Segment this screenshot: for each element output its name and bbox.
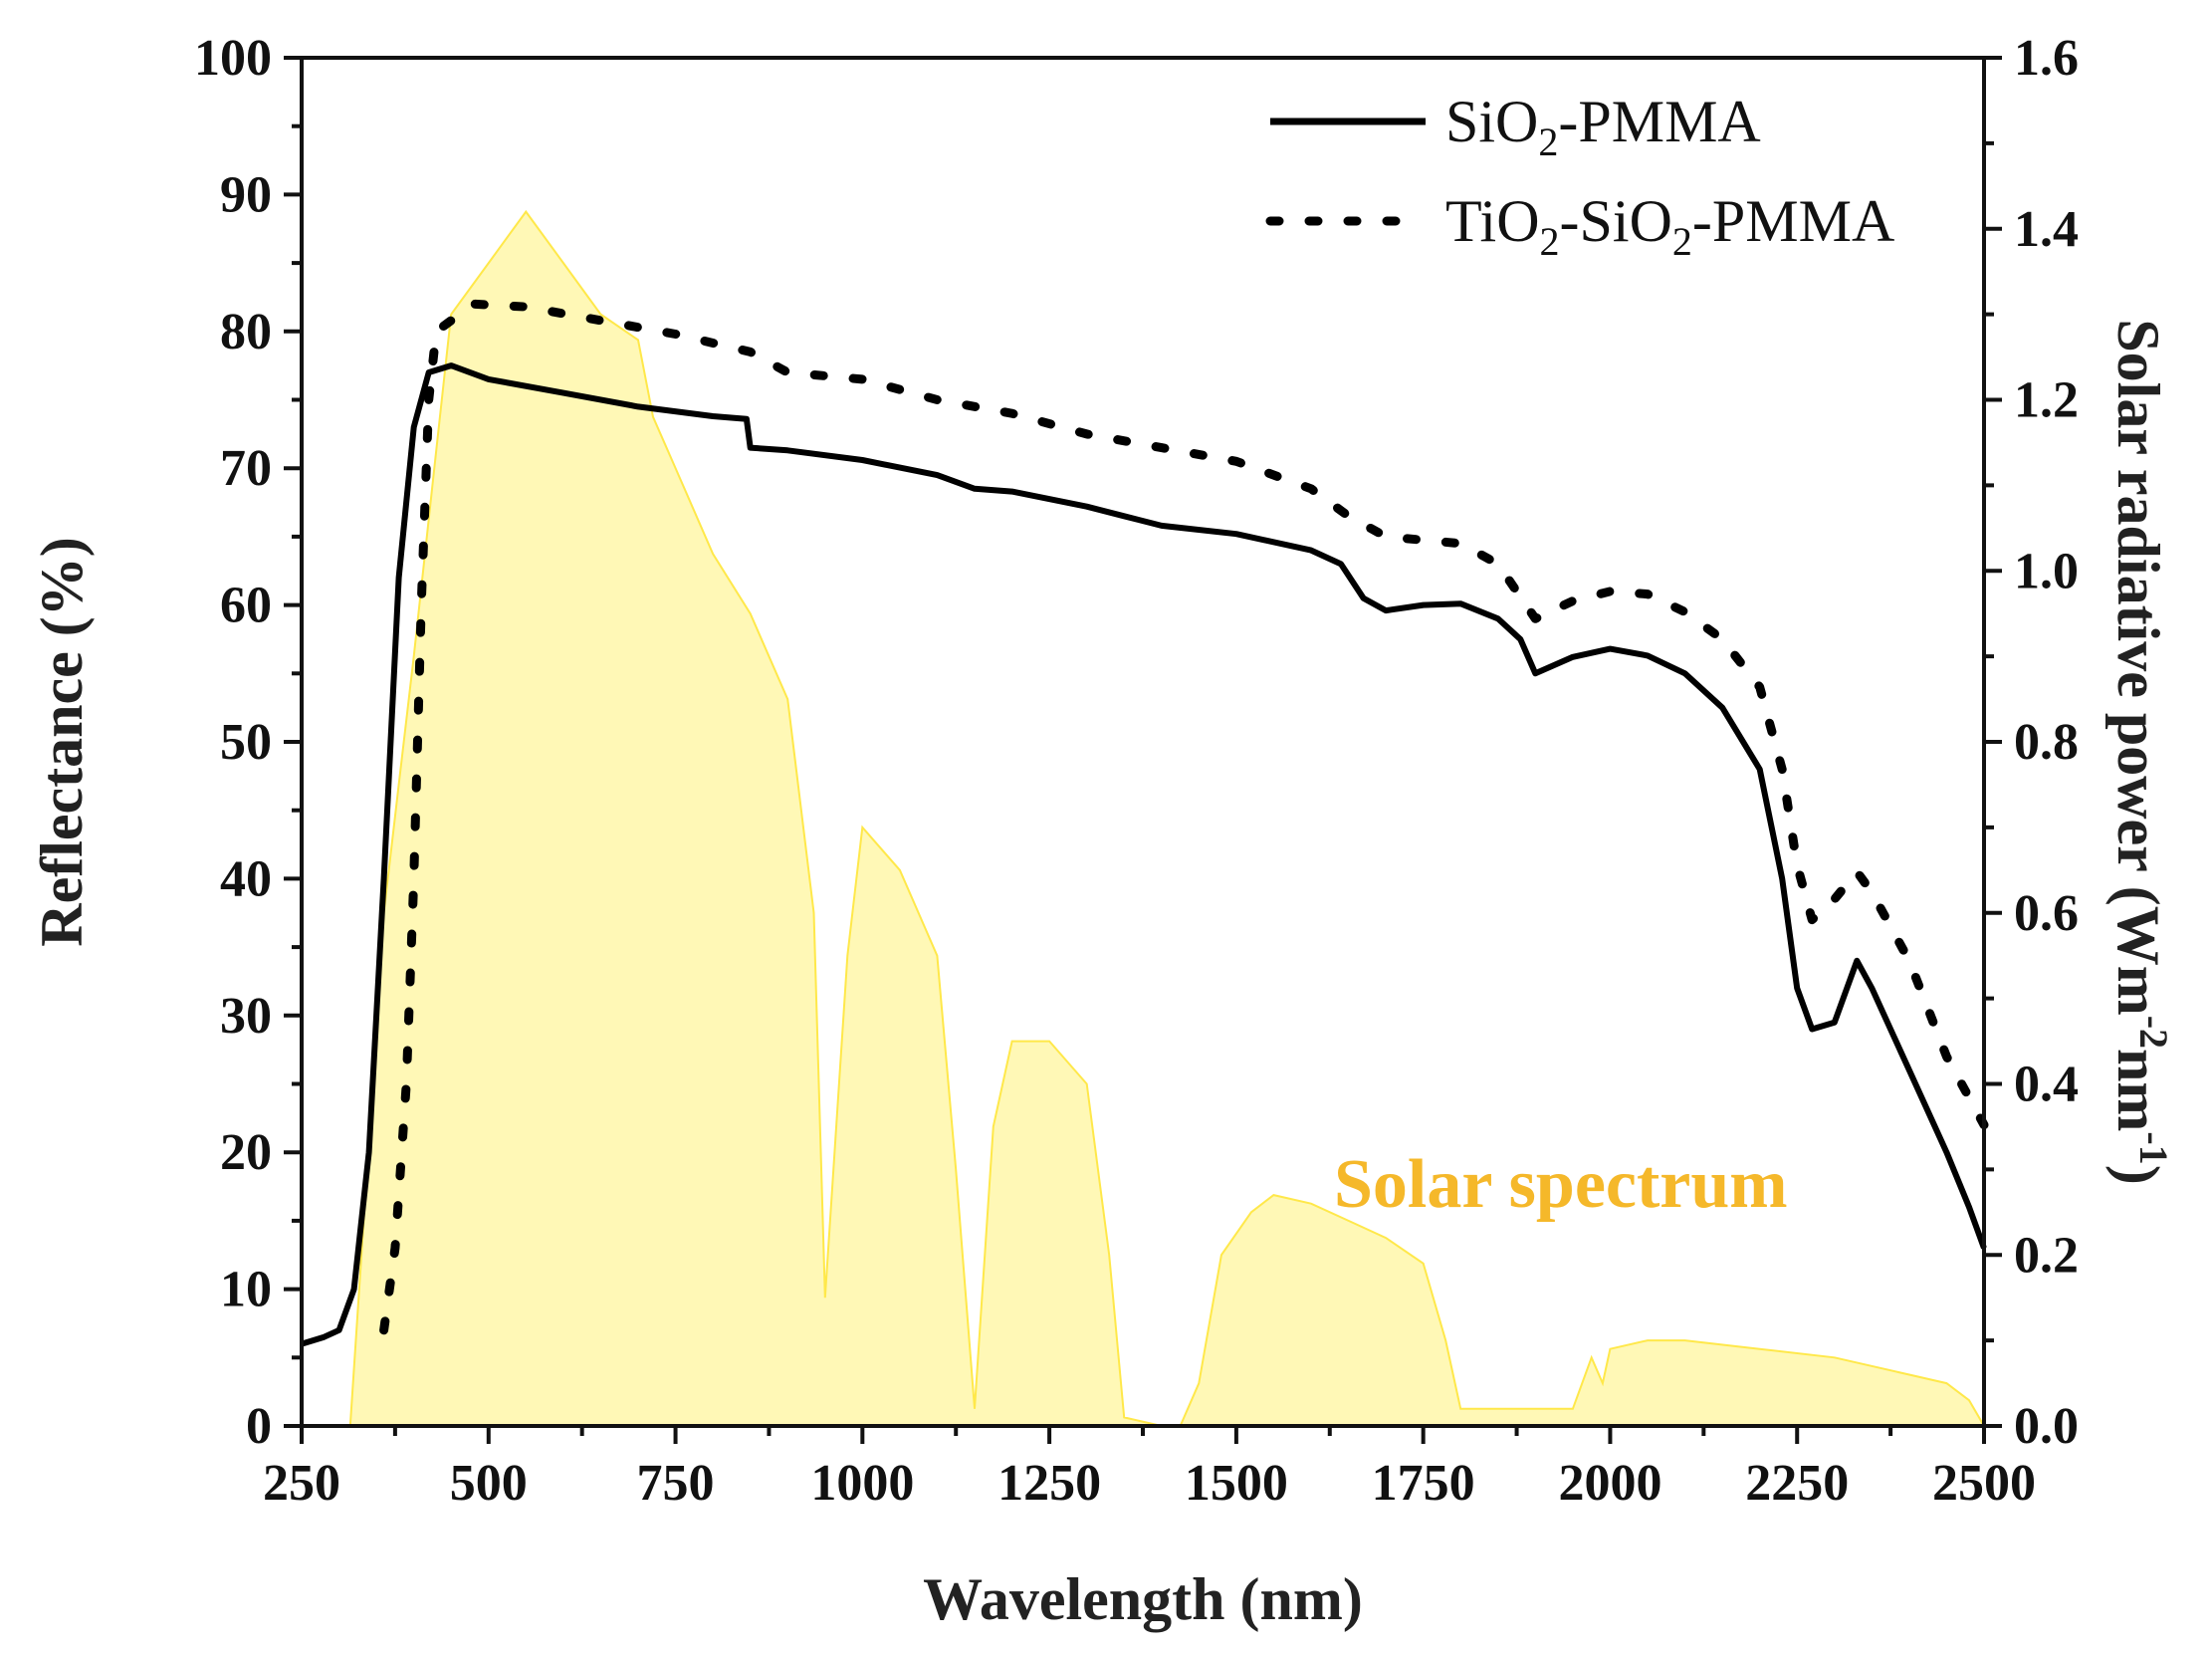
- y2-tick-label: 0.2: [2014, 1227, 2079, 1284]
- y-tick-label: 30: [220, 988, 272, 1045]
- legend: SiO2-PMMA TiO2-SiO2-PMMA: [1265, 89, 1894, 264]
- y-axis-title: Reflectance (%): [29, 537, 95, 946]
- y2-tick-label: 0.4: [2014, 1057, 2079, 1113]
- series-solar-spectrum-area: [338, 209, 1986, 1427]
- y-tick-label: 10: [220, 1262, 272, 1318]
- x-tick-label: 750: [637, 1455, 715, 1512]
- series-layer: [301, 209, 1989, 1427]
- x-tick-label: 2000: [1558, 1455, 1661, 1512]
- y-tick-label: 90: [220, 166, 272, 223]
- y2-tick-label: 1.6: [2014, 30, 2079, 87]
- x-axis-title: Wavelength (nm): [923, 1566, 1363, 1632]
- legend-label-sio2-pmma: SiO2-PMMA: [1445, 89, 1761, 164]
- y2-tick-label: 0.8: [2014, 714, 2079, 771]
- x-tick-label: 1250: [997, 1455, 1101, 1512]
- y-tick-label: 60: [220, 578, 272, 634]
- x-tick-label: 500: [450, 1455, 528, 1512]
- y-tick-label: 20: [220, 1124, 272, 1181]
- y2-tick-label: 1.4: [2014, 201, 2079, 258]
- legend-label-tio2-sio2-pmma: TiO2-SiO2-PMMA: [1445, 188, 1894, 264]
- y2-tick-label: 0.0: [2014, 1398, 2079, 1455]
- y2-tick-label: 1.0: [2014, 543, 2079, 599]
- x-tick-label: 1500: [1185, 1455, 1288, 1512]
- y-tick-label: 100: [194, 30, 272, 87]
- x-tick-label: 250: [263, 1455, 340, 1512]
- series-sio2-pmma-line: [301, 362, 1987, 1347]
- ticks-layer: 250 500 750 1000 1250 1500 1750 2000 2250 2500 0 10…: [194, 30, 2079, 1512]
- x-tick-label: 2500: [1932, 1455, 2036, 1512]
- y2-tick-label: 0.6: [2014, 885, 2079, 942]
- x-tick-label: 1000: [810, 1455, 914, 1512]
- x-tick-label: 1750: [1372, 1455, 1475, 1512]
- y2-tick-label: 1.2: [2014, 372, 2079, 429]
- y-tick-label: 70: [220, 440, 272, 497]
- y2-axis-title: Solar radiative power (Wm-2nm-1): [2105, 319, 2176, 1184]
- y-tick-label: 0: [246, 1398, 272, 1455]
- solar-spectrum-annotation: Solar spectrum: [1334, 1146, 1788, 1223]
- y-tick-label: 50: [220, 714, 272, 771]
- y-tick-label: 40: [220, 850, 272, 907]
- y-tick-label: 80: [220, 304, 272, 360]
- x-tick-label: 2250: [1745, 1455, 1849, 1512]
